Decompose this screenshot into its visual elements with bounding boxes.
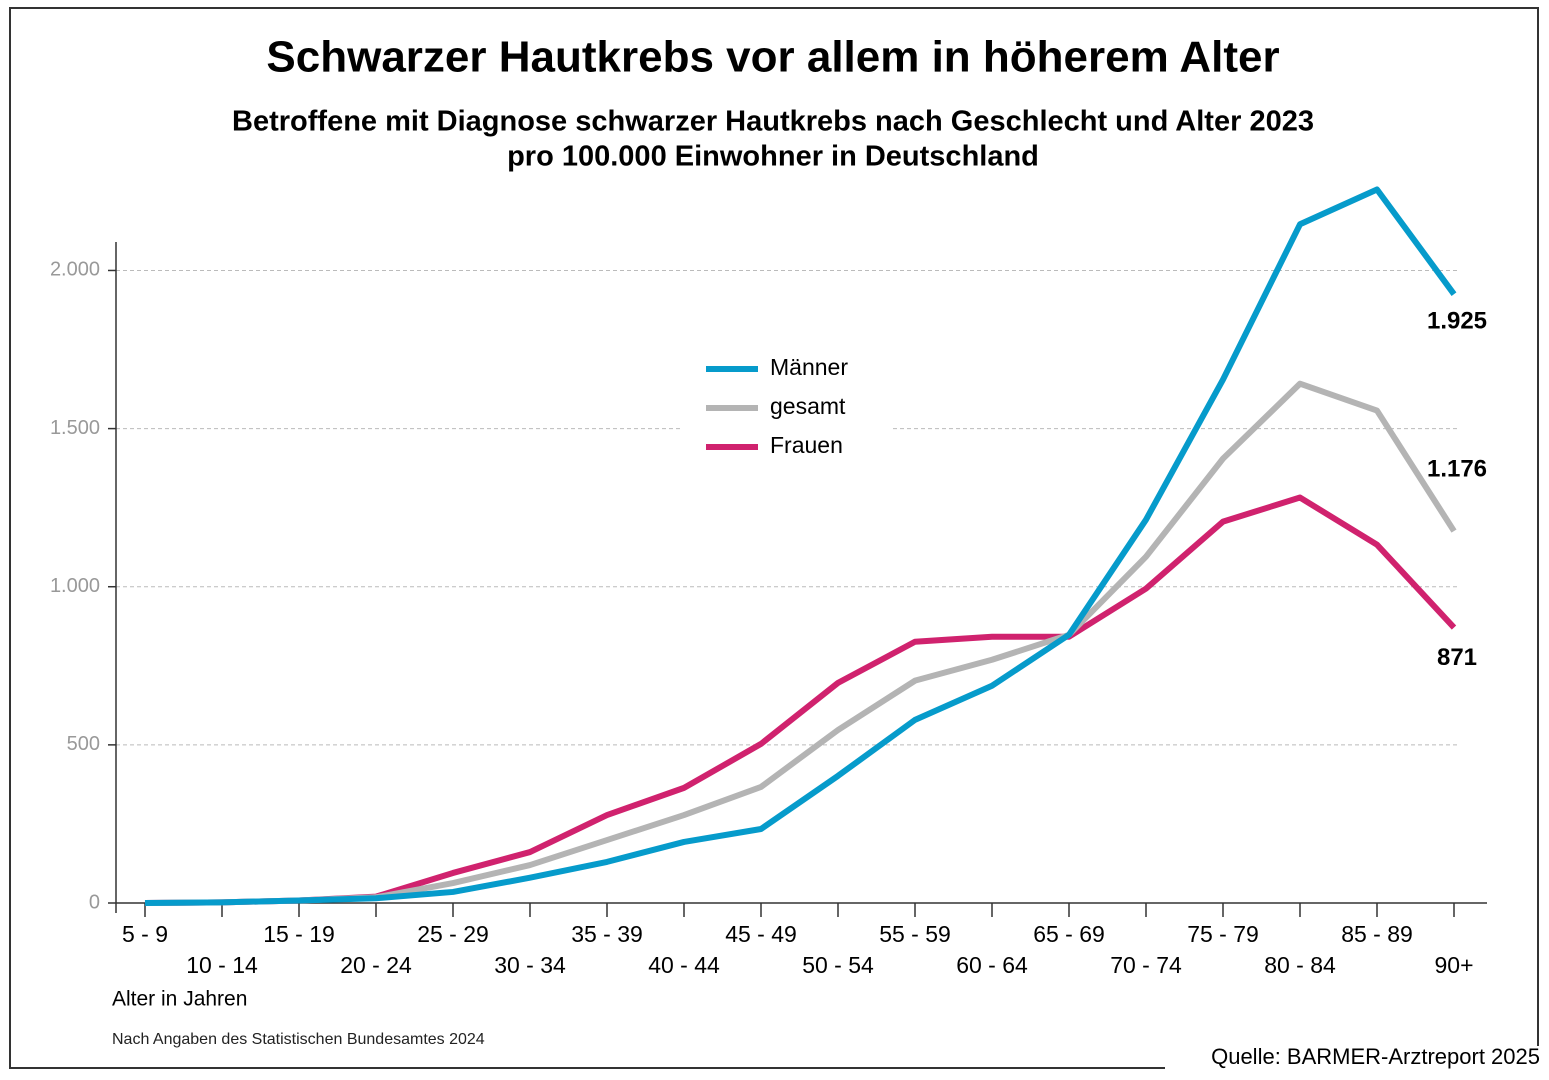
x-tick-label: 85 - 89 (1341, 921, 1413, 947)
frame (9, 7, 1539, 1069)
legend-label: gesamt (770, 393, 846, 419)
x-tick-label: 55 - 59 (879, 921, 951, 947)
x-tick-label: 5 - 9 (122, 921, 168, 947)
series-line (144, 494, 1457, 906)
x-tick-label: 35 - 39 (571, 921, 643, 947)
x-tick-label: 20 - 24 (340, 952, 412, 978)
note: Nach Angaben des Statistischen Bundesamt… (112, 1031, 485, 1048)
x-tick-label: 65 - 69 (1033, 921, 1105, 947)
chart-title: Schwarzer Hautkrebs vor allem in höherem… (266, 33, 1279, 82)
x-tick-label: 60 - 64 (956, 952, 1028, 978)
x-tick-label: 40 - 44 (648, 952, 720, 978)
x-tick-label: 75 - 79 (1187, 921, 1259, 947)
x-tick-label: 45 - 49 (725, 921, 797, 947)
value-label: 1.925 (1427, 308, 1487, 335)
x-tick-label: 90+ (1434, 952, 1473, 978)
x-tick-label: 15 - 19 (263, 921, 335, 947)
x-tick-label: 10 - 14 (186, 952, 258, 978)
value-label: 871 (1437, 644, 1477, 671)
x-tick-label: 50 - 54 (802, 952, 874, 978)
y-tick-label: 2.000 (50, 259, 100, 281)
y-tick-label: 1.000 (50, 575, 100, 597)
series-line (144, 186, 1457, 906)
x-tick-label: 30 - 34 (494, 952, 566, 978)
chart-subtitle: pro 100.000 Einwohner in Deutschland (507, 141, 1039, 173)
value-label: 1.176 (1427, 455, 1487, 482)
x-tick-label: 25 - 29 (417, 921, 489, 947)
x-tick-label: 80 - 84 (1264, 952, 1336, 978)
y-tick-label: 1.500 (50, 417, 100, 439)
y-tick-label: 500 (67, 733, 100, 755)
legend-label: Männer (770, 354, 848, 380)
source: Quelle: BARMER-Arztreport 2025 (1211, 1044, 1540, 1069)
x-axis-label: Alter in Jahren (112, 988, 247, 1011)
x-tick-label: 70 - 74 (1110, 952, 1182, 978)
chart-subtitle: Betroffene mit Diagnose schwarzer Hautkr… (232, 106, 1314, 138)
y-tick-label: 0 (89, 891, 100, 913)
legend-label: Frauen (770, 432, 843, 458)
